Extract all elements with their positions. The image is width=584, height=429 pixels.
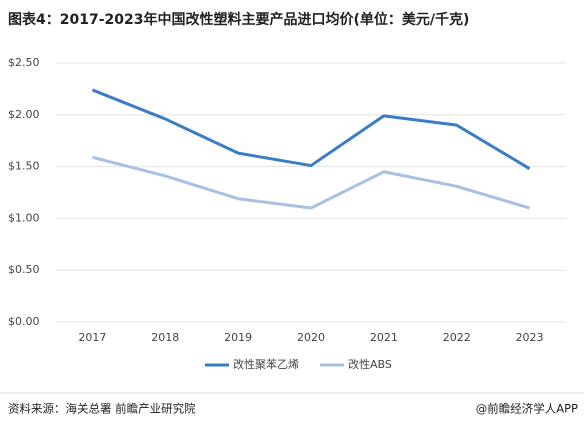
- x-tick-label: 2022: [443, 331, 471, 344]
- y-tick-label: $2.00: [8, 108, 40, 121]
- x-tick-label: 2021: [370, 331, 398, 344]
- y-tick-label: $1.50: [8, 160, 40, 173]
- x-tick-label: 2020: [297, 331, 325, 344]
- series-line: [92, 155, 531, 210]
- credit: @前瞻经济学人APP: [476, 402, 578, 416]
- series-line: [91, 88, 531, 170]
- source: 资料来源：海关总署 前瞻产业研究院: [8, 402, 196, 416]
- y-tick-label: $0.00: [8, 315, 40, 328]
- legend-label: 改性聚苯乙烯: [233, 357, 299, 371]
- y-tick-label: $2.50: [8, 56, 40, 69]
- x-tick-label: 2018: [151, 331, 179, 344]
- x-tick-label: 2017: [78, 331, 106, 344]
- chart-title: 图表4：2017-2023年中国改性塑料主要产品进口均价(单位：美元/千克): [8, 11, 469, 28]
- y-tick-label: $1.00: [8, 211, 40, 224]
- legend-label: 改性ABS: [348, 357, 392, 371]
- x-tick-label: 2023: [516, 331, 544, 344]
- y-tick-label: $0.50: [8, 263, 40, 276]
- x-tick-label: 2019: [224, 331, 252, 344]
